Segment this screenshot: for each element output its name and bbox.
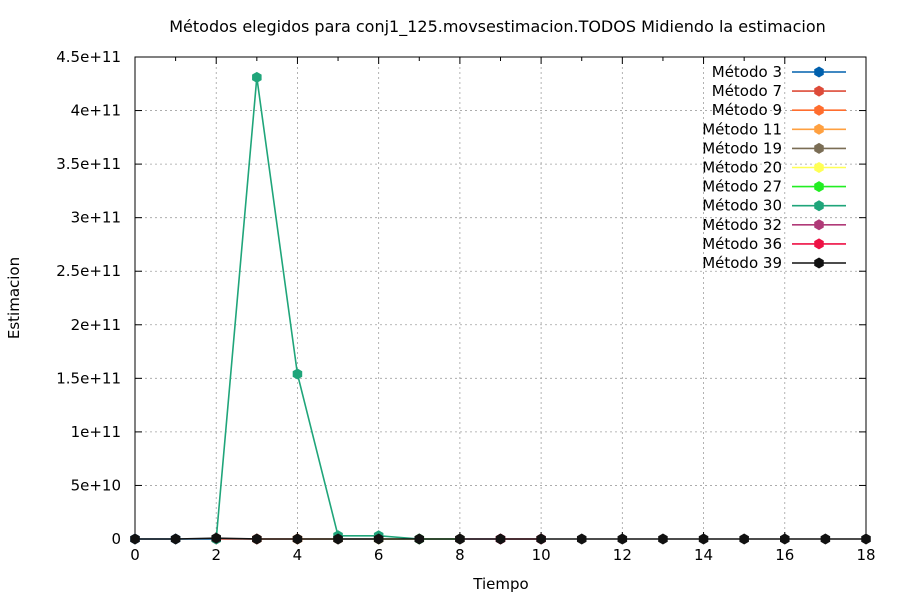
legend-entry: Método 36 [702, 235, 846, 253]
series-método-30 [211, 71, 425, 545]
legend-label: Método 32 [702, 216, 782, 234]
x-tick-label: 2 [211, 546, 221, 564]
data-point [455, 533, 465, 545]
y-tick-label: 3e+11 [71, 209, 121, 227]
y-tick-label: 3.5e+11 [56, 155, 121, 173]
x-tick-label: 18 [856, 546, 875, 564]
series-line [215, 77, 420, 540]
y-tick-label: 5e+10 [71, 476, 121, 494]
y-tick-label: 1.5e+11 [56, 369, 121, 387]
legend-entry: Método 32 [702, 216, 846, 234]
legend-marker [814, 181, 824, 193]
y-tick-label: 4.5e+11 [56, 48, 121, 66]
legend-marker [814, 257, 824, 269]
series-método-39 [130, 532, 871, 545]
legend-entry: Método 7 [712, 82, 846, 100]
legend-marker [814, 200, 824, 212]
legend-label: Método 36 [702, 235, 782, 253]
legend-marker [814, 219, 824, 231]
legend-label: Método 9 [712, 101, 782, 119]
legend-entry: Método 39 [702, 254, 846, 272]
data-point [861, 533, 871, 545]
legend-label: Método 3 [712, 63, 782, 81]
data-point [617, 533, 628, 545]
legend-label: Método 39 [702, 254, 782, 272]
data-point [373, 533, 384, 545]
data-point [780, 533, 790, 545]
y-tick-label: 0 [111, 530, 121, 548]
legend-label: Método 11 [702, 120, 782, 138]
x-tick-label: 4 [293, 546, 303, 564]
legend-entry: Método 9 [712, 101, 846, 119]
legend-marker [814, 123, 824, 135]
data-point [658, 533, 668, 545]
x-tick-label: 10 [532, 546, 551, 564]
legend-marker [814, 238, 824, 250]
series-group [130, 71, 871, 545]
x-tick-label: 14 [694, 546, 713, 564]
data-point [252, 533, 262, 545]
legend-label: Método 19 [702, 139, 782, 157]
legend-entry: Método 19 [702, 139, 846, 157]
legend-entry: Método 11 [702, 120, 846, 138]
data-point [130, 533, 140, 545]
legend-label: Método 27 [702, 178, 782, 196]
x-axis-label: Tiempo [473, 575, 529, 593]
data-point [495, 533, 506, 545]
data-point [170, 533, 181, 545]
data-point [333, 533, 343, 545]
legend-marker [814, 142, 824, 154]
legend-marker [814, 85, 824, 97]
x-tick-label: 6 [374, 546, 384, 564]
legend-marker [814, 66, 824, 78]
data-point [292, 368, 303, 380]
legend-entry: Método 20 [702, 159, 846, 177]
grid-lines [135, 56, 866, 539]
legend-entry: Método 3 [712, 63, 846, 81]
data-point [252, 71, 262, 83]
x-tick-label: 12 [613, 546, 632, 564]
data-point [698, 533, 709, 545]
data-point [211, 532, 221, 544]
data-point [576, 533, 587, 545]
y-tick-label: 1e+11 [71, 423, 121, 441]
legend-marker [814, 104, 824, 116]
x-tick-label: 0 [130, 546, 140, 564]
legend-entry: Método 27 [702, 178, 846, 196]
data-point [536, 533, 546, 545]
chart-title: Métodos elegidos para conj1_125.movsesti… [169, 17, 826, 36]
data-point [414, 533, 425, 545]
data-point [292, 533, 303, 545]
legend-entry: Método 30 [702, 197, 846, 215]
legend-label: Método 30 [702, 197, 782, 215]
y-tick-label: 4e+11 [71, 102, 121, 120]
y-tick-label: 2.5e+11 [56, 262, 121, 280]
data-point [739, 533, 749, 545]
x-tick-label: 16 [775, 546, 794, 564]
y-tick-label: 2e+11 [71, 316, 121, 334]
x-tick-label: 8 [455, 546, 465, 564]
data-point [820, 533, 831, 545]
legend-label: Método 7 [712, 82, 782, 100]
legend-label: Método 20 [702, 159, 782, 177]
legend-marker [814, 162, 824, 173]
